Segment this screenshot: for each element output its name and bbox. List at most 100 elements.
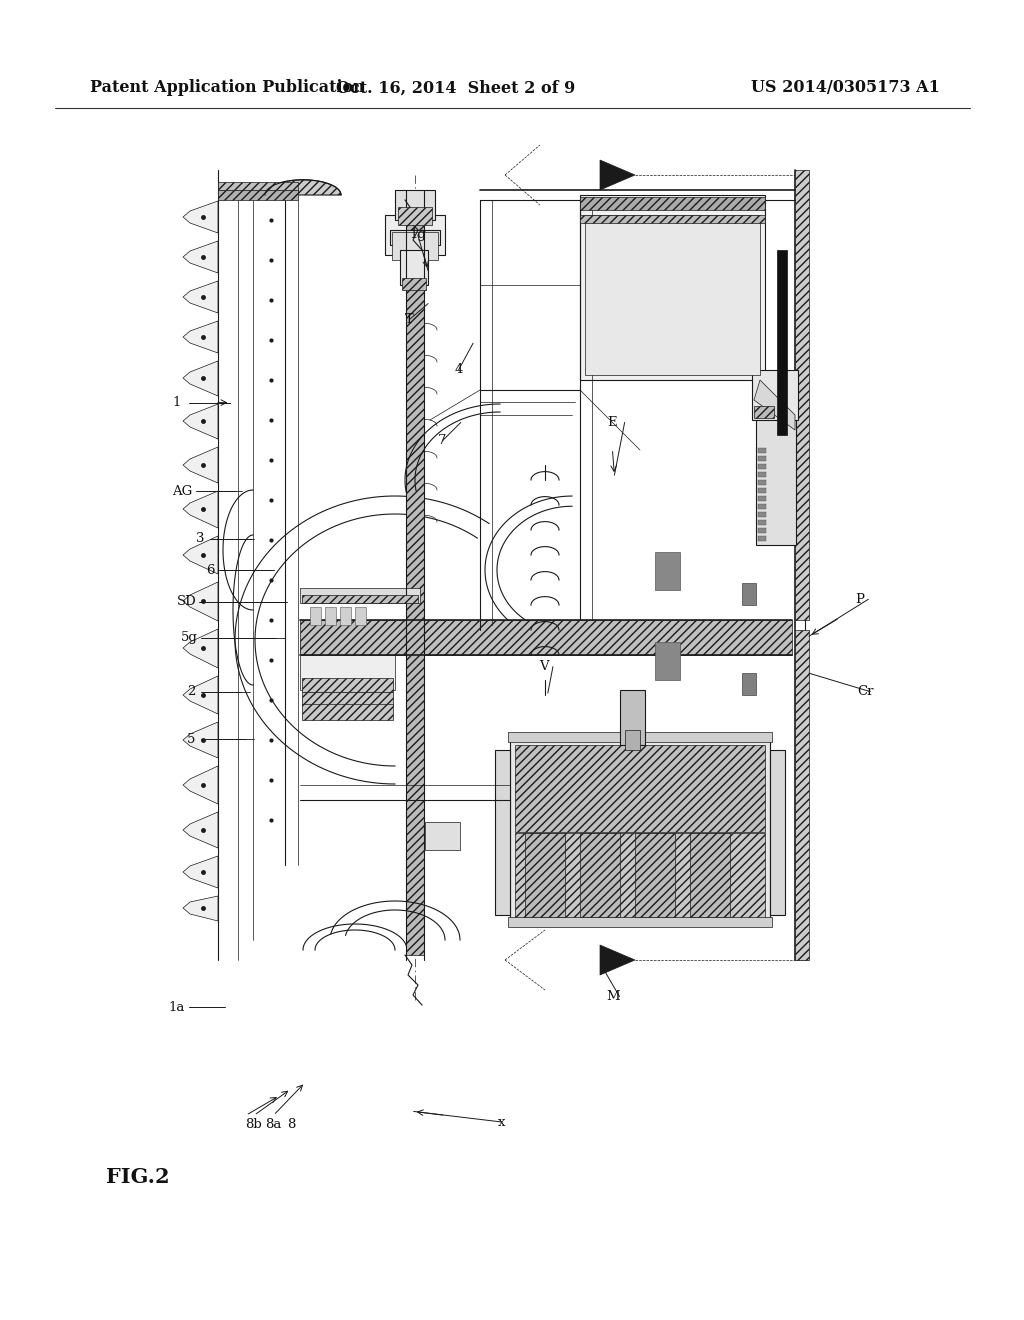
Text: FIG.2: FIG.2 <box>106 1167 170 1187</box>
Polygon shape <box>600 160 635 190</box>
Polygon shape <box>183 447 218 483</box>
Bar <box>302 595 418 603</box>
Polygon shape <box>183 630 218 668</box>
Bar <box>758 447 766 453</box>
Polygon shape <box>183 855 218 888</box>
Text: 3: 3 <box>197 532 205 545</box>
Text: 1: 1 <box>172 396 180 409</box>
Polygon shape <box>600 945 635 975</box>
Bar <box>495 750 510 915</box>
Polygon shape <box>183 722 218 758</box>
Bar <box>300 640 395 690</box>
Text: x: x <box>498 1115 506 1129</box>
Bar <box>752 370 798 420</box>
Text: Patent Application Publication: Patent Application Publication <box>90 79 365 96</box>
Bar <box>580 195 765 380</box>
Polygon shape <box>183 404 218 440</box>
Bar <box>756 414 796 545</box>
Bar <box>770 750 785 915</box>
Bar <box>795 630 809 960</box>
Bar <box>655 552 680 590</box>
Bar <box>625 730 640 750</box>
Polygon shape <box>183 896 218 921</box>
Bar <box>300 620 792 655</box>
Bar <box>515 833 765 920</box>
Bar <box>302 704 393 719</box>
Bar <box>392 232 438 260</box>
Text: 6: 6 <box>206 564 214 577</box>
Bar <box>385 215 445 255</box>
Text: 1a: 1a <box>168 1001 184 1014</box>
Text: 5: 5 <box>187 733 196 746</box>
Bar <box>742 583 756 605</box>
Bar <box>218 182 298 190</box>
Bar <box>690 833 730 917</box>
Bar <box>218 190 298 201</box>
Polygon shape <box>183 281 218 313</box>
Polygon shape <box>754 380 795 430</box>
Bar <box>395 190 435 220</box>
Bar <box>758 520 766 525</box>
Bar <box>758 536 766 541</box>
Bar <box>758 512 766 517</box>
Text: 4: 4 <box>455 363 463 376</box>
Bar <box>398 207 432 224</box>
Polygon shape <box>183 536 218 574</box>
Text: AG: AG <box>172 484 193 498</box>
Polygon shape <box>183 360 218 396</box>
Polygon shape <box>183 676 218 714</box>
Text: Cr: Cr <box>857 685 873 698</box>
Bar <box>742 673 756 696</box>
Bar <box>525 833 565 917</box>
Bar <box>758 473 766 477</box>
Bar <box>390 230 440 246</box>
Text: 1g: 1g <box>410 228 426 242</box>
Bar <box>425 822 460 850</box>
Bar <box>580 833 620 917</box>
Bar <box>754 407 774 418</box>
Bar <box>508 733 772 742</box>
Text: E: E <box>607 416 617 429</box>
Text: 5g: 5g <box>181 631 198 644</box>
Polygon shape <box>183 242 218 273</box>
Bar <box>355 607 366 624</box>
Text: T: T <box>406 313 414 326</box>
Text: 8b: 8b <box>246 1118 262 1131</box>
Bar <box>406 195 424 954</box>
Bar <box>310 607 321 624</box>
Bar <box>585 215 760 375</box>
Bar <box>508 917 772 927</box>
Bar <box>340 607 351 624</box>
Text: Oct. 16, 2014  Sheet 2 of 9: Oct. 16, 2014 Sheet 2 of 9 <box>336 79 575 96</box>
Bar <box>400 249 428 285</box>
Bar <box>635 833 675 917</box>
Bar <box>777 249 787 436</box>
Bar <box>758 496 766 502</box>
Polygon shape <box>183 812 218 847</box>
Text: 8a: 8a <box>265 1118 282 1131</box>
Bar <box>515 744 765 832</box>
Text: P: P <box>856 593 864 606</box>
Bar <box>758 528 766 533</box>
Bar <box>580 215 765 223</box>
Text: 8: 8 <box>287 1118 295 1131</box>
Bar <box>302 692 393 706</box>
Polygon shape <box>265 180 341 195</box>
Polygon shape <box>183 582 218 620</box>
Bar <box>325 607 336 624</box>
Bar <box>620 690 645 744</box>
Polygon shape <box>183 321 218 352</box>
Polygon shape <box>183 491 218 528</box>
Text: US 2014/0305173 A1: US 2014/0305173 A1 <box>752 79 940 96</box>
Bar <box>758 455 766 461</box>
Text: SD: SD <box>176 595 197 609</box>
Bar <box>402 279 426 290</box>
Polygon shape <box>183 201 218 234</box>
Bar <box>758 504 766 510</box>
Bar <box>758 488 766 492</box>
Bar <box>302 678 393 692</box>
Text: M: M <box>606 990 621 1003</box>
Bar <box>655 642 680 680</box>
Text: V: V <box>539 660 549 673</box>
Bar <box>510 741 770 925</box>
